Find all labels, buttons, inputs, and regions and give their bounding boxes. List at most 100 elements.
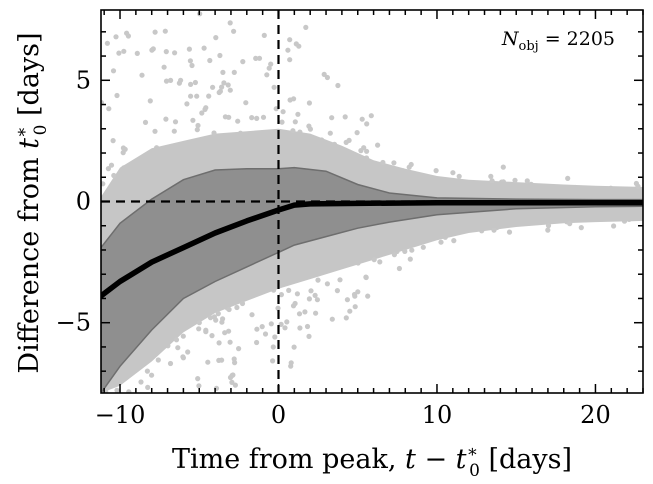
scatter-point (524, 178, 530, 184)
scatter-point (261, 32, 267, 39)
scatter-point (291, 344, 297, 350)
scatter-point (358, 148, 364, 154)
scatter-point (303, 24, 309, 30)
scatter-point (167, 360, 174, 367)
scatter-point (363, 274, 369, 280)
scatter-point (207, 315, 214, 321)
scatter-point (226, 306, 232, 313)
scatter-point (256, 55, 263, 61)
annotation-relation: = (545, 28, 561, 50)
scatter-point (324, 281, 330, 287)
scatter-point (545, 227, 551, 233)
scatter-point (254, 326, 260, 332)
scatter-point (347, 308, 353, 314)
scatter-point (114, 387, 120, 393)
scatter-point (500, 164, 506, 170)
scatter-point (578, 225, 584, 231)
scatter-point (284, 319, 290, 325)
scatter-point (380, 159, 386, 166)
scatter-point (409, 247, 415, 253)
x-tick-label: 20 (580, 401, 611, 429)
scatter-point (116, 50, 122, 56)
scatter-point (365, 293, 371, 299)
scatter-point (278, 321, 284, 327)
scatter-point (294, 291, 300, 297)
scatter-point (227, 20, 233, 26)
scatter-point (321, 71, 327, 77)
scatter-point (567, 221, 573, 227)
scatter-point (280, 109, 286, 115)
scatter-point (275, 305, 281, 311)
scatter-point (219, 84, 225, 90)
scatter-point (306, 296, 312, 302)
scatter-point (488, 173, 494, 179)
scatter-point (211, 130, 217, 136)
scatter-point (210, 84, 216, 90)
scatter-point (163, 49, 169, 55)
scatter-point (213, 317, 219, 323)
scatter-point (297, 325, 303, 331)
tick-labels: −10 0 10 20 −5 0 5 (56, 66, 611, 429)
scatter-point (139, 72, 145, 78)
scatter-point (354, 130, 360, 136)
scatter-point (196, 326, 202, 332)
scatter-point (235, 118, 241, 124)
scatter-point (491, 227, 497, 233)
scatter-point (147, 98, 153, 104)
scatter-point (145, 384, 151, 390)
scatter-point (406, 164, 412, 170)
scatter-point (264, 72, 270, 78)
scatter-point (240, 59, 246, 65)
scatter-point (172, 50, 178, 56)
scatter-point (329, 115, 335, 121)
scatter-point (306, 333, 312, 339)
scatter-point (375, 142, 381, 148)
scatter-point (175, 345, 181, 351)
scatter-point (391, 252, 397, 258)
scatter-point (205, 359, 211, 365)
scatter-point (221, 80, 227, 86)
scatter-point (207, 57, 213, 64)
y-tick-label: −5 (56, 309, 91, 337)
scatter-point (196, 383, 202, 389)
scatter-point (150, 46, 156, 52)
scatter-point (334, 288, 340, 294)
scatter-point (249, 312, 255, 318)
scatter-point (190, 117, 196, 123)
scatter-point (545, 223, 552, 229)
scatter-point (259, 324, 265, 330)
scatter-point (253, 55, 259, 62)
scatter-point (171, 128, 177, 134)
scatter-point (312, 292, 318, 298)
scatter-point (226, 328, 232, 334)
scatter-point (231, 28, 237, 34)
scatter-point (194, 127, 200, 133)
scatter-point (187, 58, 193, 64)
scatter-point (451, 238, 457, 244)
scatter-point (329, 316, 335, 322)
scatter-point (173, 337, 180, 343)
scatter-point (120, 145, 126, 151)
scatter-point (225, 82, 231, 88)
scatter-point (186, 46, 192, 52)
scatter-point (110, 138, 116, 144)
scatter-point (222, 330, 228, 336)
scatter-point (152, 128, 158, 134)
scatter-point (231, 356, 237, 362)
scatter-point (456, 173, 462, 179)
scatter-point (201, 45, 207, 51)
x-tick-label: 10 (422, 401, 453, 429)
scatter-point (203, 327, 209, 333)
scatter-point (185, 349, 191, 355)
scatter-point (194, 93, 200, 99)
scatter-point (352, 293, 358, 299)
annotation-symbol: N (501, 28, 520, 50)
scatter-point (195, 376, 201, 382)
x-axis-label: Time from peak, t − t∗ 0 [days] (172, 442, 572, 481)
scatter-point (565, 175, 571, 181)
scatter-point (189, 62, 195, 69)
scatter-point (114, 92, 120, 99)
axis-ticks (101, 10, 644, 393)
scatter-point (232, 382, 238, 388)
y-tick-label: 5 (76, 66, 91, 94)
